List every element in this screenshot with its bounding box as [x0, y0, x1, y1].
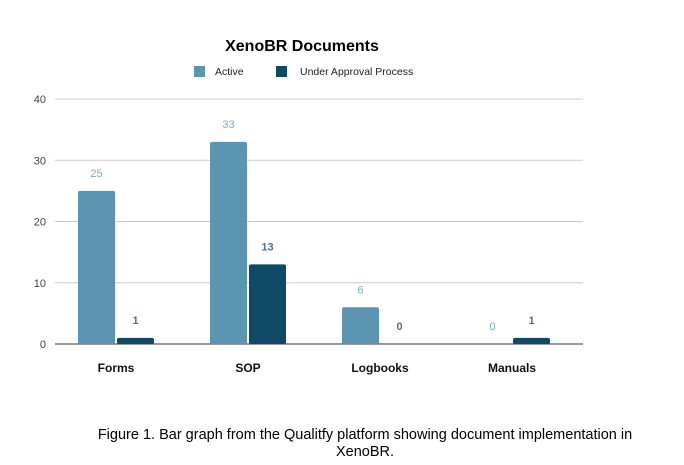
bar-active [342, 307, 379, 344]
bar-approval [513, 337, 550, 344]
data-label: 1 [528, 315, 534, 327]
bar-active [210, 141, 247, 344]
data-label: 0 [489, 321, 495, 333]
x-axis: Forms SOP Logbooks Manuals [98, 361, 537, 375]
y-axis: 0 10 20 30 40 [34, 94, 46, 351]
y-tick-label: 30 [34, 155, 46, 167]
grid [55, 98, 583, 345]
bar-approval [117, 337, 154, 344]
data-label: 25 [90, 168, 102, 180]
legend: Active Under Approval Process [194, 66, 413, 78]
legend-label: Active [215, 66, 244, 78]
data-label: 1 [132, 315, 138, 327]
data-label: 6 [357, 284, 363, 296]
caption-line-2: XenoBR. [335, 444, 395, 460]
caption-line-1: Figure 1. Bar graph from the Qualitfy pl… [97, 427, 633, 443]
chart-title: XenoBR Documents [225, 38, 379, 55]
category-label: Logbooks [351, 361, 409, 375]
legend-label: Under Approval Process [300, 66, 413, 78]
legend-swatch [276, 66, 287, 77]
category-label: Manuals [488, 361, 536, 375]
y-tick-label: 40 [34, 94, 46, 106]
data-labels: 25 1 33 13 6 0 0 1 [90, 119, 534, 333]
bars [78, 141, 550, 344]
data-label: 0 [396, 321, 402, 333]
category-label: SOP [235, 361, 260, 375]
bar-active [78, 190, 115, 344]
y-tick-label: 0 [40, 339, 46, 351]
category-label: Forms [98, 361, 135, 375]
y-tick-label: 10 [34, 278, 46, 290]
y-tick-label: 20 [34, 217, 46, 229]
data-label: 13 [261, 241, 273, 253]
bar-approval [249, 264, 286, 344]
figure-caption: Figure 1. Bar graph from the Qualitfy pl… [40, 427, 684, 461]
data-label: 33 [222, 119, 234, 131]
legend-swatch [194, 66, 205, 77]
